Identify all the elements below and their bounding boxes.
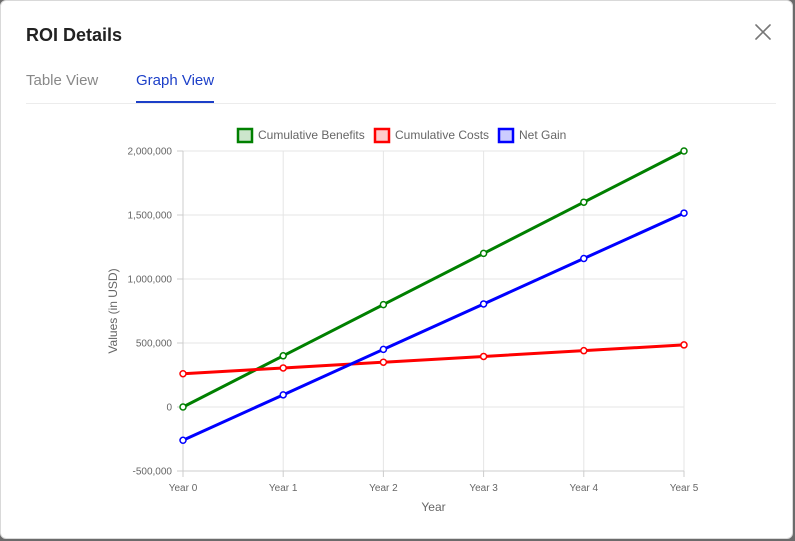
series-point[interactable] <box>479 249 488 258</box>
x-tick-label: Year 5 <box>670 483 699 494</box>
series-point[interactable] <box>279 391 287 399</box>
x-axis-ticks: Year 0 Year 1 Year 2 Year 3 Year 4 Year 5 <box>169 483 699 494</box>
series-point[interactable] <box>580 198 588 206</box>
series-point[interactable] <box>479 352 488 361</box>
y-tick-label: 2,000,000 <box>128 147 173 158</box>
tab-graph-view[interactable]: Graph View <box>136 72 215 103</box>
legend-label: Net Gain <box>519 128 566 142</box>
y-tick-label: -500,000 <box>133 467 173 478</box>
x-axis-title: Year <box>421 500 445 514</box>
y-tick-label: 500,000 <box>136 339 173 350</box>
series-point[interactable] <box>279 352 287 360</box>
series-point[interactable] <box>680 209 688 217</box>
legend-label: Cumulative Costs <box>395 128 489 142</box>
series-point[interactable] <box>279 364 287 372</box>
modal-title: ROI Details <box>26 25 123 45</box>
view-tabs: Table View Graph View <box>26 65 776 104</box>
legend-item-0[interactable]: Cumulative Benefits <box>236 127 365 144</box>
series-point[interactable] <box>580 346 588 355</box>
series-point[interactable] <box>680 147 688 155</box>
y-axis-title: Values (in USD) <box>106 268 120 353</box>
close-button[interactable] <box>751 20 775 44</box>
tab-table-view[interactable]: Table View <box>26 72 99 89</box>
legend-item-1[interactable]: Cumulative Costs <box>373 127 489 144</box>
series-line-1 <box>182 343 685 376</box>
legend-swatch <box>373 127 391 144</box>
legend-item-2[interactable]: Net Gain <box>497 127 566 144</box>
chart-legend: Cumulative Benefits Cumulative Costs Net G… <box>236 127 566 144</box>
x-tick-label: Year 1 <box>269 483 298 494</box>
y-axis-ticks: 2,000,000 1,500,000 1,000,000 500,000 0 -500,… <box>128 147 173 478</box>
x-tick-label: Year 2 <box>369 483 398 494</box>
close-icon <box>755 24 771 40</box>
series-point[interactable] <box>379 300 388 309</box>
x-tick-label: Year 3 <box>469 483 498 494</box>
legend-swatch <box>236 127 254 144</box>
x-tick-label: Year 0 <box>169 483 198 494</box>
y-tick-label: 0 <box>166 403 172 414</box>
series-line-0 <box>182 149 685 409</box>
chart-series <box>179 147 688 445</box>
series-line-2 <box>182 211 685 442</box>
series-point[interactable] <box>379 345 388 354</box>
y-tick-label: 1,000,000 <box>128 275 173 286</box>
series-point[interactable] <box>179 436 187 445</box>
legend-label: Cumulative Benefits <box>258 128 365 142</box>
series-point[interactable] <box>379 358 388 366</box>
legend-swatch <box>497 127 515 144</box>
y-tick-label: 1,500,000 <box>128 211 173 222</box>
series-point[interactable] <box>580 254 588 263</box>
series-point[interactable] <box>479 300 488 308</box>
series-point[interactable] <box>179 403 187 411</box>
series-point[interactable] <box>680 341 688 349</box>
series-point[interactable] <box>179 369 187 378</box>
chart-grid <box>177 150 685 477</box>
x-tick-label: Year 4 <box>570 483 599 494</box>
